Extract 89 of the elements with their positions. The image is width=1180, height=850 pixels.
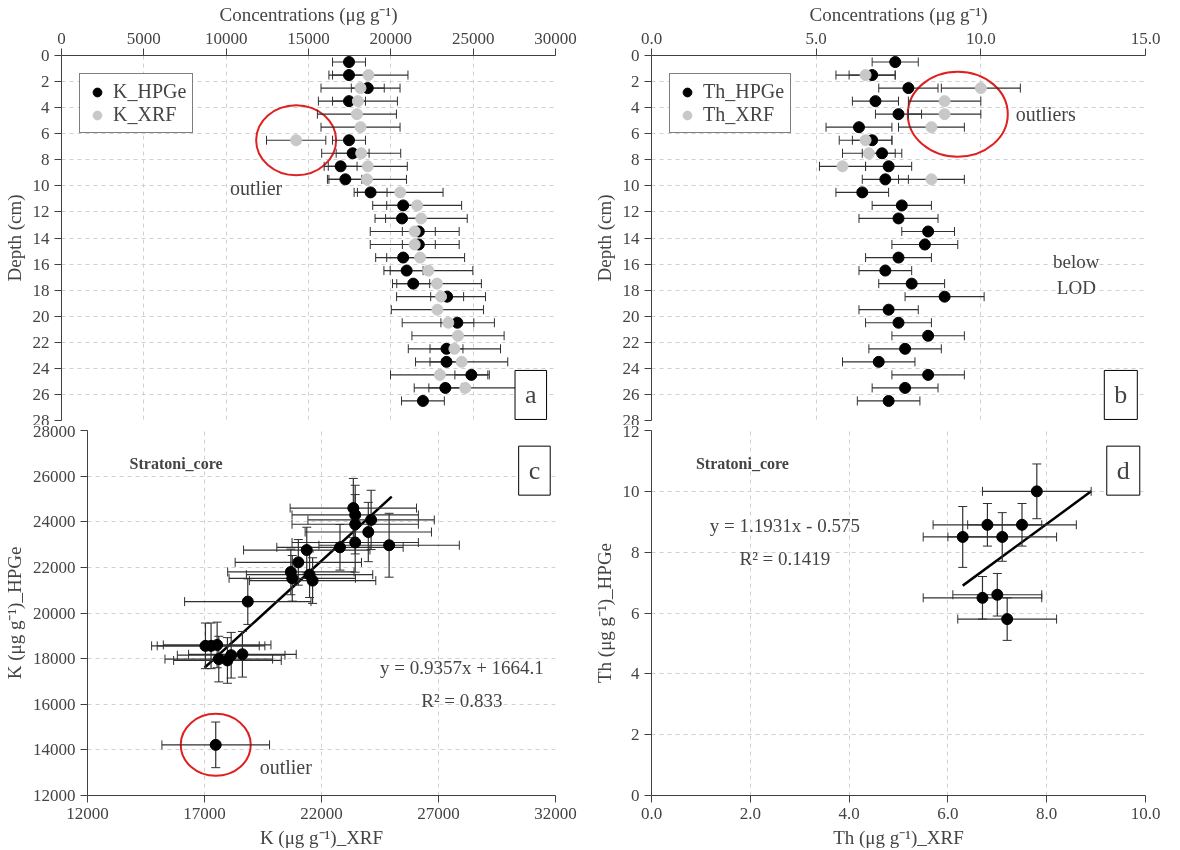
annotation: d (1116, 456, 1130, 486)
x-tick-label: 15.0 (1130, 28, 1161, 48)
y-tick-label: 22000 (33, 557, 76, 577)
legend-label: K_HPGe (113, 80, 187, 103)
annotation: outliers (1015, 103, 1076, 126)
y-tick-label: 16000 (33, 694, 76, 714)
y-tick-label: 2 (631, 72, 640, 92)
y-tick-label: 14 (32, 228, 50, 248)
y-tick-label: 4 (631, 664, 640, 684)
x-tick-label: 32000 (534, 803, 577, 823)
annotation: c (528, 456, 541, 486)
x-tick-label: 27000 (417, 803, 460, 823)
y-tick-label: 14000 (33, 740, 76, 760)
y-axis-title: Depth (cm) (593, 194, 616, 282)
y-tick-label: 6 (631, 124, 640, 144)
y-tick-label: 4 (41, 98, 50, 118)
y-tick-label: 6 (631, 603, 640, 623)
y-tick-label: 26 (32, 384, 50, 404)
annotation: y = 1.1931x - 0.575 (709, 514, 860, 536)
y-tick-label: 10 (622, 481, 640, 501)
y-tick-label: 8 (631, 150, 640, 170)
annotation: outlier (259, 755, 313, 778)
annotation: y = 0.9357x + 1664.1 (379, 657, 544, 679)
x-tick-label: 17000 (183, 803, 226, 823)
x-tick-label: 10.0 (1130, 803, 1161, 823)
y-tick-label: 12 (622, 202, 640, 222)
y-axis-title: K (μg g⁻¹)_HPGe (4, 546, 26, 680)
x-axis-title: Concentrations (μg g⁻¹) (219, 3, 398, 26)
annotation: outlier (230, 177, 283, 200)
x-tick-label: 12000 (66, 803, 109, 823)
x-tick-label: 0.0 (640, 28, 663, 48)
y-tick-label: 20 (32, 306, 50, 326)
y-tick-label: 16 (32, 254, 50, 274)
y-tick-label: 26000 (33, 466, 76, 486)
y-axis-title: Th (μg g⁻¹)_HPGe (593, 542, 616, 684)
annotation: b (1114, 380, 1128, 410)
y-tick-label: 16 (622, 254, 640, 274)
y-tick-label: 12 (32, 202, 50, 222)
y-tick-label: 0 (631, 786, 640, 805)
x-tick-label: 20000 (369, 28, 413, 48)
y-tick-label: 8 (41, 150, 50, 170)
y-tick-label: 24 (622, 358, 640, 378)
x-tick-label: 0.0 (640, 803, 663, 823)
y-tick-label: 10 (32, 176, 50, 196)
x-axis-title: Concentrations (μg g⁻¹) (809, 3, 988, 26)
x-tick-label: 5.0 (805, 28, 827, 48)
x-tick-label: 2.0 (739, 803, 761, 823)
x-tick-label: 10.0 (965, 28, 996, 48)
y-tick-label: 10 (622, 176, 640, 196)
x-tick-label: 10000 (204, 28, 248, 48)
x-tick-label: 5000 (126, 28, 161, 48)
legend-label: Th_XRF (703, 103, 775, 126)
annotation: R² = 0.1419 (739, 547, 831, 569)
y-tick-label: 18 (32, 280, 50, 300)
y-tick-label: 24000 (33, 512, 76, 532)
x-tick-label: 30000 (534, 28, 577, 48)
text: Stratoni_core (129, 454, 223, 472)
y-tick-label: 20 (622, 306, 640, 326)
y-tick-label: 0 (41, 46, 50, 65)
y-tick-label: 0 (631, 46, 640, 65)
annotation: a (525, 380, 538, 410)
y-tick-label: 8 (631, 542, 640, 562)
legend-label: Th_HPGe (703, 80, 785, 103)
x-tick-label: 22000 (300, 803, 343, 823)
x-tick-label: 25000 (451, 28, 495, 48)
annotation: below LOD (1053, 251, 1100, 298)
text: Stratoni_core (695, 454, 789, 472)
x-tick-label: 8.0 (1036, 803, 1058, 823)
y-tick-label: 24 (32, 358, 50, 378)
y-tick-label: 6 (41, 124, 50, 144)
y-axis-title: Depth (cm) (3, 194, 26, 282)
y-tick-label: 14 (622, 228, 640, 248)
y-tick-label: 2 (41, 72, 50, 92)
x-tick-label: 6.0 (937, 803, 959, 823)
x-tick-label: 4.0 (838, 803, 860, 823)
y-tick-label: 22 (622, 332, 640, 352)
y-tick-label: 2 (631, 725, 640, 745)
y-tick-label: 4 (631, 98, 640, 118)
y-tick-label: 12000 (33, 786, 76, 805)
y-tick-label: 22 (32, 332, 50, 352)
x-axis-title: K (μg g⁻¹)_XRF (259, 826, 384, 849)
y-tick-label: 18 (622, 280, 640, 300)
legend-label: K_XRF (113, 103, 177, 126)
y-tick-label: 18000 (33, 649, 76, 669)
annotation: R² = 0.833 (421, 690, 503, 712)
y-tick-label: 20000 (33, 603, 76, 623)
y-tick-label: 26 (622, 384, 640, 404)
x-tick-label: 15000 (287, 28, 330, 48)
x-axis-title: Th (μg g⁻¹)_XRF (833, 826, 964, 849)
